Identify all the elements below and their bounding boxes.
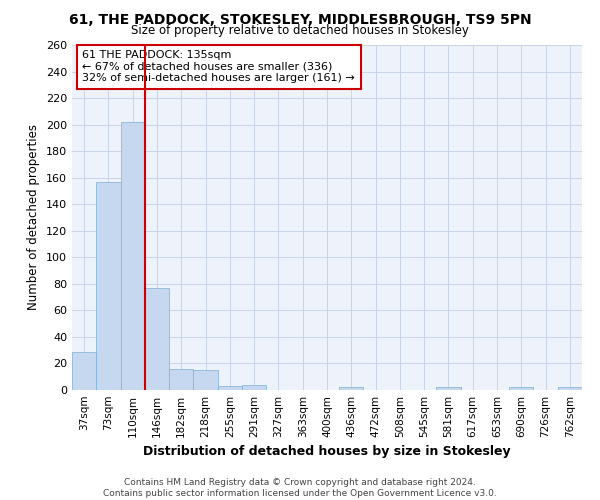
- Bar: [193, 370, 218, 390]
- Bar: [242, 384, 266, 390]
- Y-axis label: Number of detached properties: Number of detached properties: [28, 124, 40, 310]
- Bar: [509, 388, 533, 390]
- Bar: [121, 122, 145, 390]
- X-axis label: Distribution of detached houses by size in Stokesley: Distribution of detached houses by size …: [143, 446, 511, 458]
- Bar: [339, 388, 364, 390]
- Text: 61, THE PADDOCK, STOKESLEY, MIDDLESBROUGH, TS9 5PN: 61, THE PADDOCK, STOKESLEY, MIDDLESBROUG…: [68, 12, 532, 26]
- Bar: [436, 388, 461, 390]
- Text: 61 THE PADDOCK: 135sqm
← 67% of detached houses are smaller (336)
32% of semi-de: 61 THE PADDOCK: 135sqm ← 67% of detached…: [82, 50, 355, 84]
- Bar: [96, 182, 121, 390]
- Text: Size of property relative to detached houses in Stokesley: Size of property relative to detached ho…: [131, 24, 469, 37]
- Bar: [558, 388, 582, 390]
- Bar: [169, 369, 193, 390]
- Bar: [218, 386, 242, 390]
- Bar: [145, 288, 169, 390]
- Bar: [72, 352, 96, 390]
- Text: Contains HM Land Registry data © Crown copyright and database right 2024.
Contai: Contains HM Land Registry data © Crown c…: [103, 478, 497, 498]
